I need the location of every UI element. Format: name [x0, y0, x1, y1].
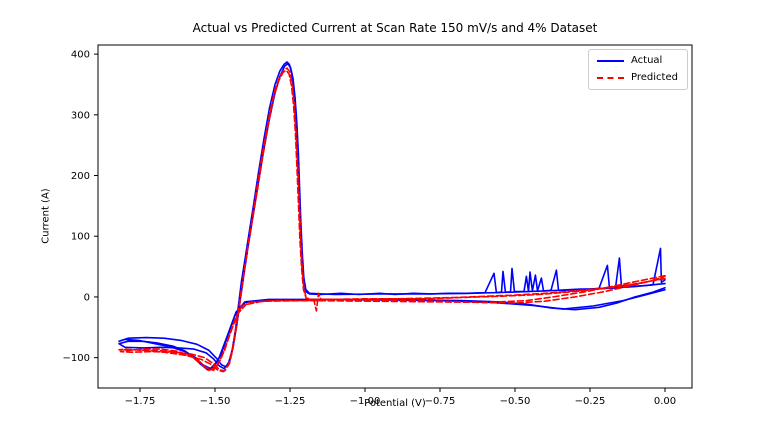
legend-entry-predicted: Predicted	[597, 72, 678, 84]
y-tick-label: 400	[71, 50, 90, 61]
legend-line-sample-dashed	[597, 77, 624, 79]
x-tick-label: −0.50	[500, 396, 531, 407]
y-axis-label: Current (A)	[40, 188, 52, 244]
y-tick-label: −100	[63, 353, 90, 364]
legend-line-sample-solid	[597, 60, 624, 62]
x-tick-label: −0.25	[575, 396, 606, 407]
y-tick-label: 0	[84, 292, 90, 303]
x-tick-label: −1.00	[350, 396, 381, 407]
series-actual-line	[118, 61, 666, 371]
y-tick-label: 300	[71, 110, 90, 121]
series-predicted-line	[119, 67, 666, 372]
legend-entry-actual: Actual	[597, 55, 678, 67]
x-tick-label: 0.00	[654, 396, 676, 407]
axes-spines	[97, 44, 693, 389]
x-tick-label: −1.50	[200, 396, 231, 407]
series-actual-line	[118, 62, 666, 370]
x-tick-label: −1.25	[275, 396, 306, 407]
legend: Actual Predicted	[588, 49, 688, 90]
x-tick-label: −0.75	[425, 396, 456, 407]
y-tick-label: 100	[71, 232, 90, 243]
legend-label: Actual	[631, 55, 663, 66]
x-axis-label: Potential (V)	[364, 398, 426, 409]
y-tick-label: 200	[71, 171, 90, 182]
series-predicted-line	[118, 69, 666, 373]
legend-label: Predicted	[631, 72, 678, 83]
chart-title: Actual vs Predicted Current at Scan Rate…	[192, 21, 598, 35]
x-tick-label: −1.75	[125, 396, 156, 407]
